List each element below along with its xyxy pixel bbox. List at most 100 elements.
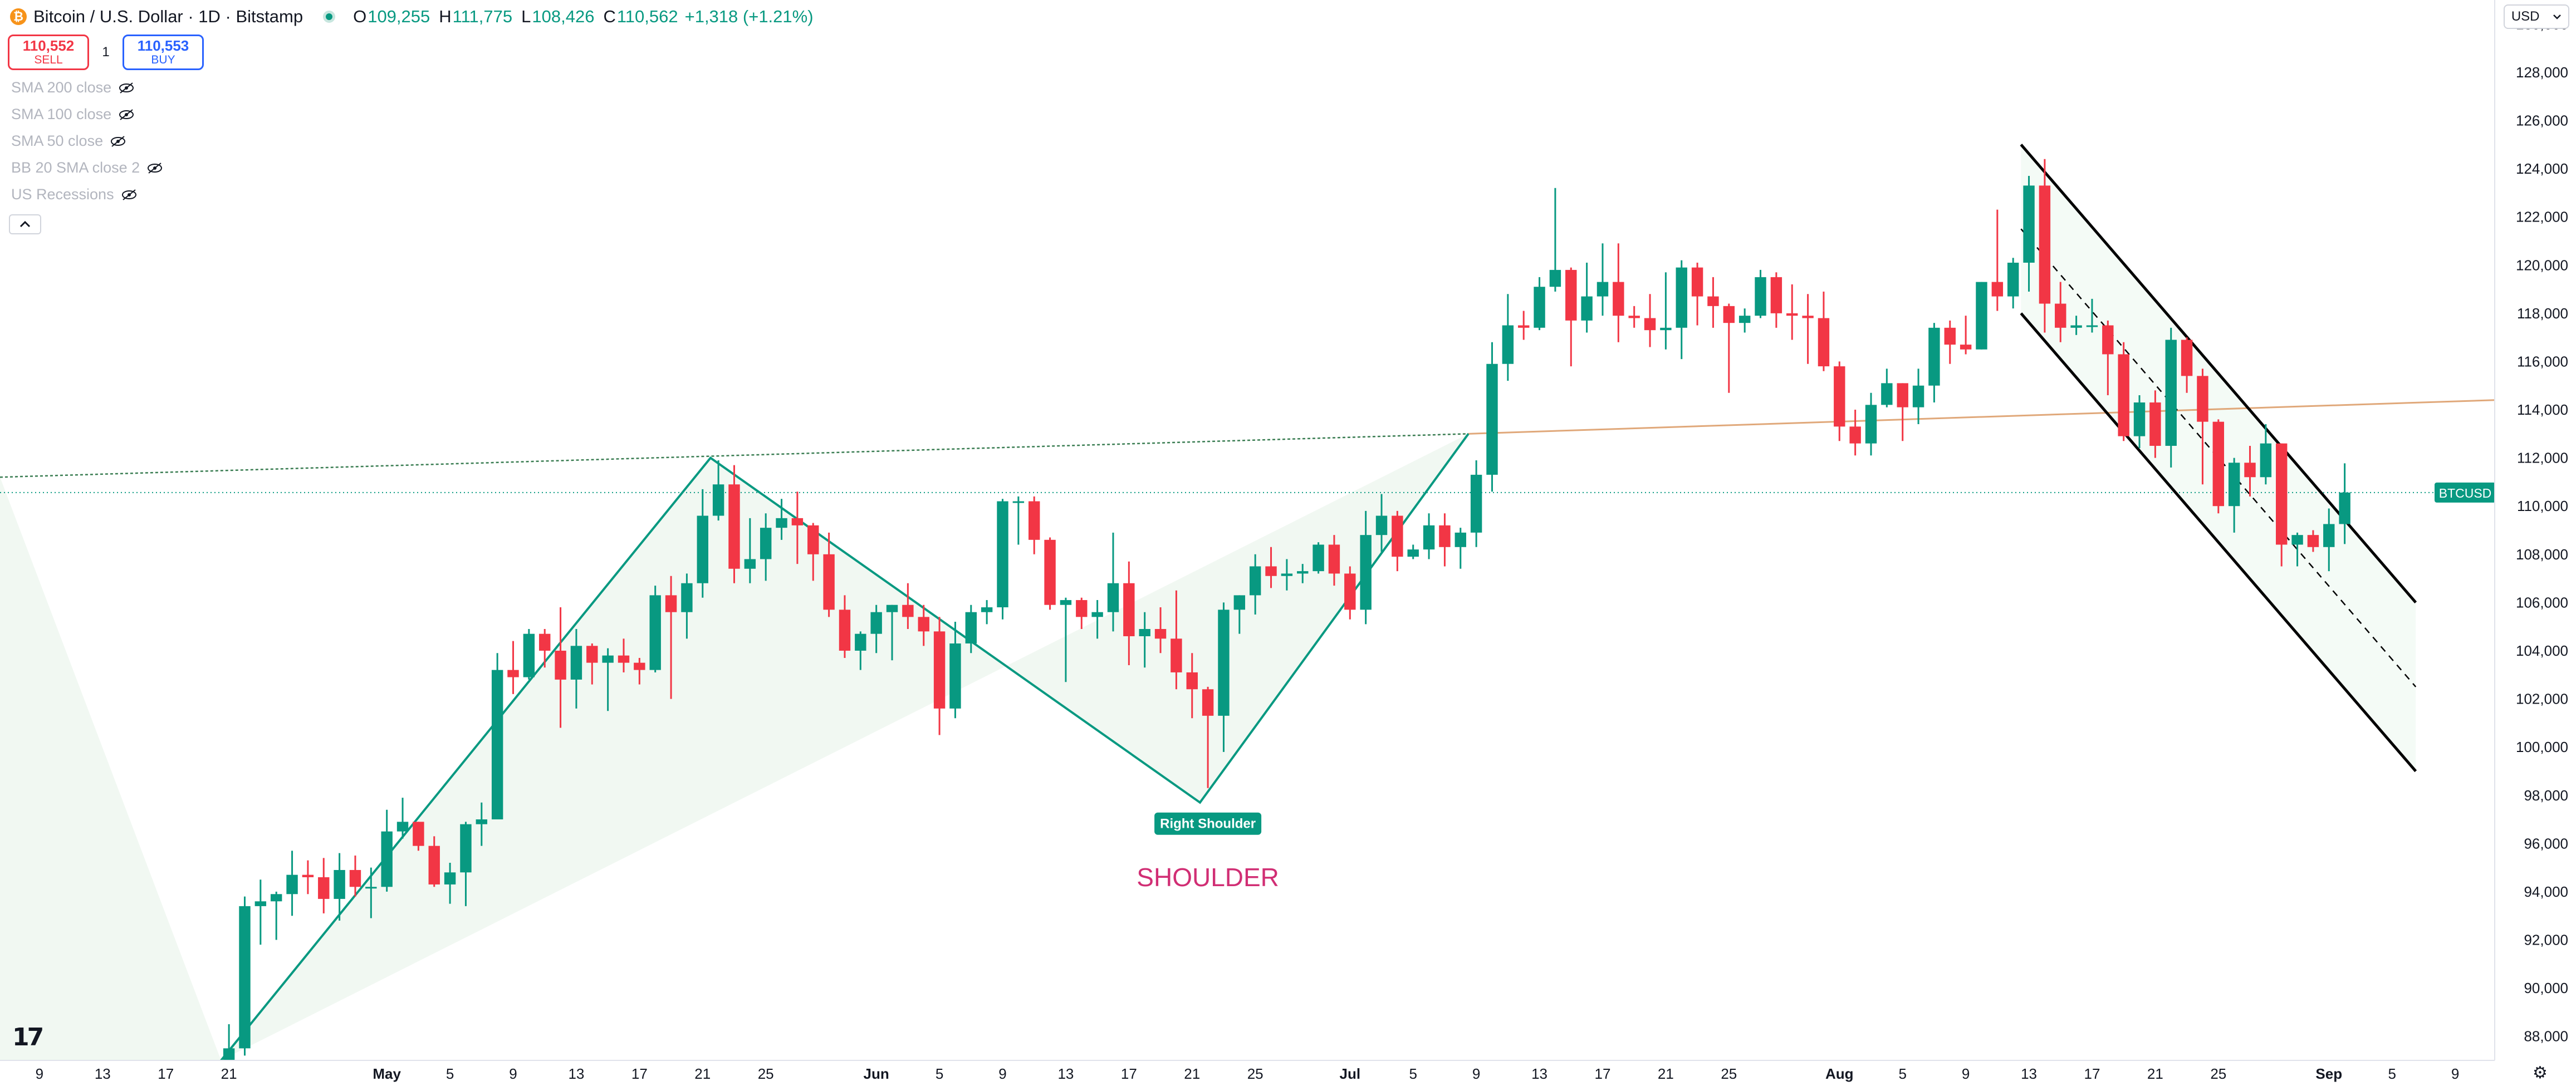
candle (2291, 532, 2303, 567)
candle (1344, 566, 1356, 620)
candle (1849, 410, 1861, 456)
indicator-bb-20[interactable]: BB 20 SMA close 2 (11, 159, 163, 176)
candle-body (1344, 573, 1356, 610)
candle-body (1502, 325, 1514, 364)
candle (665, 576, 677, 699)
hidden-eye-icon[interactable] (121, 189, 138, 201)
sell-button[interactable]: 110,552 SELL (8, 35, 89, 70)
candle (1186, 653, 1198, 719)
candle (1786, 284, 1798, 340)
indicator-sma-200[interactable]: SMA 200 close (11, 79, 135, 96)
candle-body (2212, 421, 2225, 507)
candle-body (1802, 316, 1814, 318)
hidden-eye-icon[interactable] (118, 109, 135, 121)
candle (728, 465, 740, 583)
candle (1976, 282, 1987, 350)
y-tick-label: 112,000 (2517, 450, 2568, 466)
candle-body (1976, 282, 1987, 350)
x-tick-label: 25 (758, 1065, 774, 1082)
candle (1423, 513, 1435, 559)
x-tick-label: 21 (694, 1065, 711, 1082)
indicator-us-recessions[interactable]: US Recessions (11, 186, 138, 203)
candle (270, 891, 282, 940)
candle (570, 629, 582, 709)
candle-body (2070, 325, 2082, 328)
candle (381, 809, 393, 892)
candle (1644, 294, 1656, 347)
y-tick-label: 120,000 (2516, 257, 2568, 273)
hidden-eye-icon[interactable] (110, 135, 126, 148)
symbol-title[interactable]: Bitcoin / U.S. Dollar · 1D · Bitstamp (33, 7, 303, 26)
candle-body (1944, 327, 1956, 345)
high-value: 111,775 (452, 7, 513, 26)
candle (1676, 260, 1687, 360)
candle (1834, 361, 1845, 441)
market-open-dot-icon (323, 11, 336, 23)
y-tick-label: 108,000 (2516, 546, 2568, 563)
indicator-sma-100[interactable]: SMA 100 close (11, 106, 135, 123)
currency-select[interactable]: USD (2504, 4, 2569, 29)
candle-body (1091, 612, 1103, 617)
buy-button[interactable]: 110,553 BUY (123, 35, 204, 70)
candle-body (1786, 313, 1798, 316)
candle-body (1707, 296, 1719, 306)
candle-body (1881, 383, 1893, 405)
candle-body (2102, 325, 2114, 355)
hidden-eye-icon[interactable] (146, 162, 163, 174)
candle (1328, 535, 1340, 586)
gear-icon[interactable]: ⚙ (2533, 1064, 2548, 1082)
candle (1202, 686, 1214, 788)
candle (918, 605, 929, 646)
x-tick-label: 17 (1121, 1065, 1137, 1082)
candle-body (1392, 515, 1403, 557)
candle-body (1154, 629, 1167, 639)
candle-body (2307, 535, 2319, 547)
x-tick-label: Aug (1825, 1065, 1854, 1082)
candle (302, 860, 314, 895)
candle-body (413, 822, 424, 846)
collapse-indicators-button[interactable] (9, 214, 41, 234)
channel-mid (2020, 228, 2417, 687)
close-value: 110,562 (616, 7, 678, 26)
channel-lower (2020, 312, 2417, 773)
candle-body (2276, 443, 2288, 545)
candle-body (1660, 327, 1672, 331)
candle (1628, 306, 1640, 328)
candle (507, 641, 519, 694)
hidden-eye-icon[interactable] (118, 82, 135, 94)
candle (523, 629, 535, 680)
candle (855, 631, 866, 670)
candle (1581, 262, 1593, 333)
candle (1944, 320, 1956, 364)
candle (2102, 320, 2114, 396)
candle (1770, 272, 1782, 328)
candle (1755, 269, 1766, 318)
candle-body (428, 846, 440, 884)
candle (1723, 303, 1735, 393)
open-value: 109,255 (368, 7, 430, 26)
indicator-sma-50[interactable]: SMA 50 close (11, 132, 126, 150)
candle-body (949, 643, 961, 709)
candle (539, 629, 551, 668)
candle-body (1849, 426, 1861, 444)
quantity-value[interactable]: 1 (102, 45, 110, 60)
y-tick-label: 126,000 (2516, 112, 2568, 129)
candle (1912, 368, 1924, 424)
candle (1076, 597, 1088, 630)
x-tick-label: May (373, 1065, 401, 1082)
candle-body (349, 869, 361, 887)
candle (2181, 337, 2193, 393)
candle-body (649, 595, 661, 670)
x-tick-label: 21 (1658, 1065, 1674, 1082)
candle-body (1218, 610, 1230, 716)
candle-body (1423, 525, 1435, 550)
candle (2118, 342, 2129, 441)
candle (286, 851, 298, 916)
candle-body (507, 670, 519, 677)
candle (1360, 510, 1372, 625)
y-tick-label: 124,000 (2516, 160, 2568, 177)
candle-body (286, 874, 298, 895)
candle-body (602, 655, 614, 663)
candle-body (2181, 340, 2193, 376)
